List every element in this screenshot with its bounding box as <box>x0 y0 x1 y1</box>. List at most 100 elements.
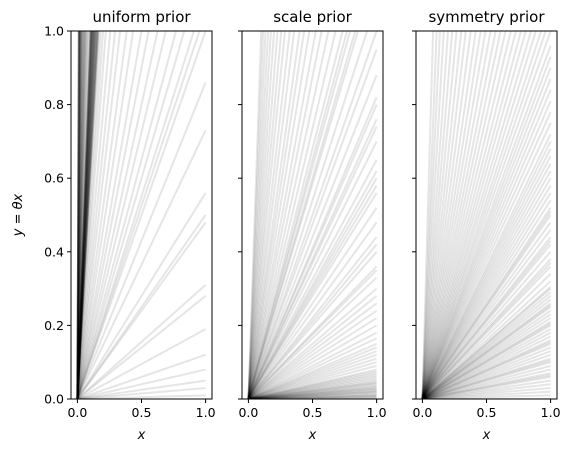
x-tick-label: 0.0 <box>238 405 258 420</box>
x-tick-label: 1.0 <box>196 405 216 420</box>
data-line <box>421 280 552 399</box>
data-line <box>247 31 279 399</box>
data-line <box>76 31 207 399</box>
data-line <box>421 273 552 399</box>
data-line <box>76 31 159 399</box>
data-line <box>421 31 482 399</box>
data-line <box>421 331 552 399</box>
data-line <box>421 320 552 399</box>
y-tick-label: 0.0 <box>44 392 64 407</box>
data-line <box>421 56 552 399</box>
data-line <box>421 45 552 399</box>
data-line <box>421 295 552 399</box>
data-line <box>421 298 552 399</box>
data-line <box>421 31 450 399</box>
data-line <box>247 31 287 399</box>
data-line <box>247 74 378 399</box>
data-line <box>248 382 377 399</box>
data-line <box>247 31 360 399</box>
data-line <box>422 383 551 399</box>
x-axis-label: x <box>308 428 317 443</box>
data-line <box>421 313 552 399</box>
x-tick-label: 0.5 <box>132 405 152 420</box>
data-line <box>248 370 377 399</box>
data-line <box>421 324 552 399</box>
data-line <box>76 31 195 399</box>
data-line <box>421 31 492 399</box>
data-line <box>421 155 552 399</box>
x-axis-label: x <box>137 428 146 443</box>
data-line <box>247 276 378 399</box>
data-line <box>77 386 206 399</box>
x-tick-label: 0.0 <box>67 405 87 420</box>
data-line <box>422 374 551 399</box>
data-line <box>247 207 378 399</box>
data-line <box>248 386 377 399</box>
data-line <box>421 251 552 399</box>
data-line <box>422 342 551 399</box>
data-line <box>248 377 377 399</box>
data-line <box>421 31 547 399</box>
data-line <box>247 251 378 399</box>
data-line <box>76 31 167 399</box>
data-line <box>248 381 377 399</box>
data-line <box>247 31 369 399</box>
panel-2: scale prior 0.0 0.5 1.0 x <box>238 8 387 443</box>
data-line <box>421 199 552 399</box>
data-line <box>422 372 551 399</box>
data-line <box>247 324 378 399</box>
data-line <box>421 214 552 399</box>
data-line <box>76 31 102 399</box>
series-lines <box>247 31 378 399</box>
data-line <box>247 317 378 399</box>
data-line <box>422 368 551 399</box>
data-line <box>421 335 552 399</box>
data-line <box>421 207 552 399</box>
data-line <box>76 31 117 399</box>
data-line <box>421 240 552 399</box>
data-line <box>247 159 378 399</box>
data-line <box>422 386 551 399</box>
data-line <box>76 31 201 399</box>
data-line <box>247 177 378 399</box>
data-line <box>421 31 507 399</box>
data-line <box>421 31 463 399</box>
data-line <box>421 31 477 399</box>
data-line <box>247 337 378 399</box>
data-line <box>248 374 377 399</box>
data-line <box>421 302 552 399</box>
data-line <box>248 390 377 399</box>
data-line <box>247 221 378 399</box>
data-line <box>421 243 552 399</box>
data-line <box>247 31 323 399</box>
data-line <box>422 361 551 399</box>
data-line <box>76 31 105 399</box>
y-tick-label: 1.0 <box>44 24 64 39</box>
data-line <box>248 385 377 399</box>
data-line <box>247 96 378 399</box>
data-line <box>422 364 551 399</box>
data-line <box>421 31 533 399</box>
data-line <box>421 317 552 399</box>
data-line <box>248 393 377 399</box>
data-line <box>247 31 311 399</box>
data-line <box>248 379 377 399</box>
panel-title: symmetry prior <box>428 8 545 26</box>
data-line <box>248 389 377 399</box>
data-line <box>77 394 206 399</box>
data-line <box>247 104 378 399</box>
data-line <box>248 387 377 399</box>
y-tick-label: 0.4 <box>44 244 64 259</box>
data-line <box>421 31 487 399</box>
data-line <box>247 140 378 399</box>
panel-3: symmetry prior 0.0 0.5 1.0 x <box>412 8 561 443</box>
x-tick-label: 1.0 <box>541 405 561 420</box>
data-line <box>247 31 349 399</box>
data-line <box>247 31 330 399</box>
data-line <box>247 295 378 399</box>
data-line <box>247 31 301 399</box>
data-line <box>76 284 207 399</box>
data-line <box>421 258 552 399</box>
data-line <box>421 236 552 399</box>
